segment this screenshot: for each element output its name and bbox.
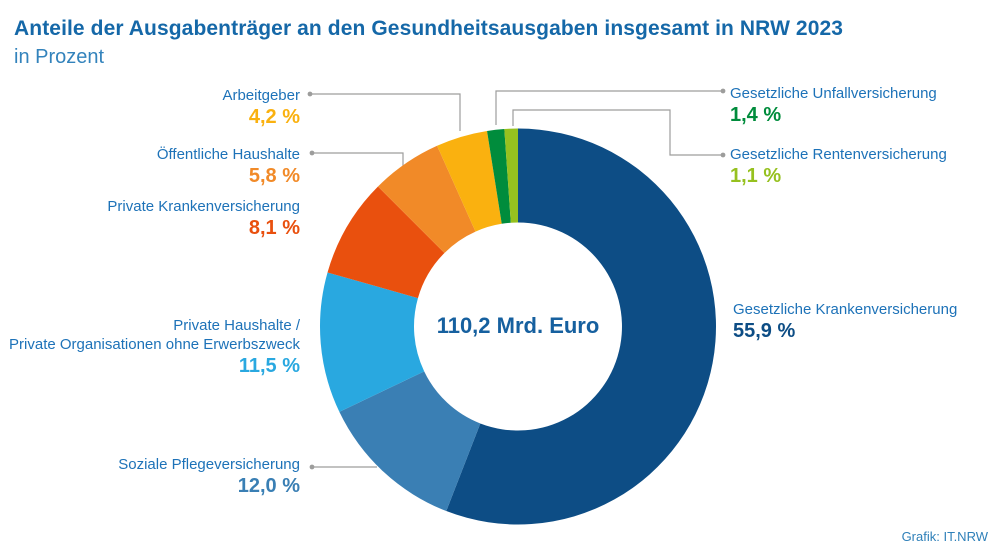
donut-slice-4 [377, 145, 476, 253]
donut-slices [320, 128, 717, 525]
leader-dot-soziale-pflegeversicherung [309, 464, 315, 470]
donut-slice-1 [339, 371, 481, 512]
leader-lines [310, 90, 723, 468]
donut-slice-5 [437, 130, 502, 232]
leader-line-rentenversicherung [512, 109, 723, 156]
donut-slice-6 [487, 128, 511, 224]
donut-center-total: 110,2 Mrd. Euro [436, 313, 600, 338]
leader-line-unfallversicherung [495, 90, 723, 125]
leader-dots [307, 88, 726, 470]
donut-slice-2 [320, 272, 425, 412]
leader-line-arbeitgeber [310, 93, 461, 131]
chart-title: Anteile der Ausgabenträger an den Gesund… [14, 17, 844, 40]
donut-slice-7 [504, 128, 518, 223]
leader-dot-arbeitgeber [307, 91, 313, 97]
credit-text: Grafik: IT.NRW [901, 529, 988, 544]
donut-slice-0 [446, 128, 717, 525]
donut-slice-3 [327, 186, 445, 299]
leader-dot-rentenversicherung [720, 152, 726, 158]
leader-line-oeffentliche-haushalte [312, 152, 404, 168]
leader-dot-oeffentliche-haushalte [309, 150, 315, 156]
leader-dot-unfallversicherung [720, 88, 726, 94]
chart-subtitle: in Prozent [14, 46, 105, 68]
